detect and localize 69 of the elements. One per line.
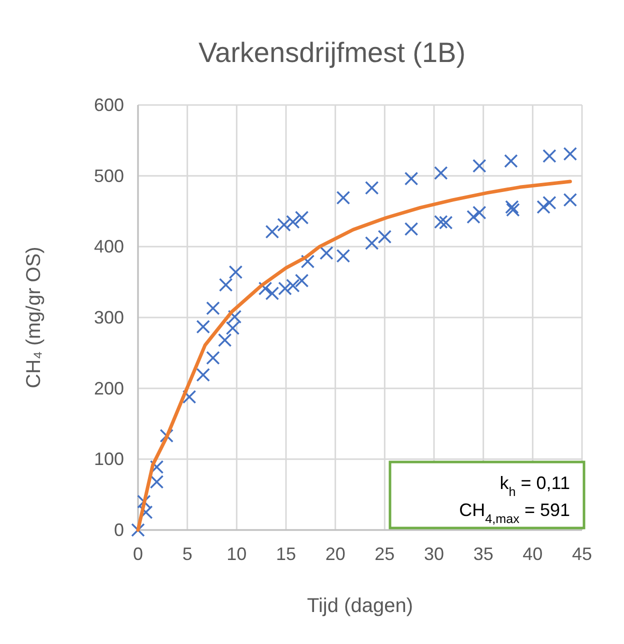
x-tick-label: 15 [276, 544, 296, 564]
point [300, 254, 315, 268]
line-series [136, 180, 572, 532]
point [438, 216, 453, 230]
point [286, 214, 300, 229]
point [472, 159, 486, 173]
y-tick-label: 400 [94, 236, 124, 257]
y-tick-label: 200 [94, 378, 124, 398]
x-tick-label: 25 [374, 544, 395, 564]
point [218, 278, 233, 292]
point [563, 146, 578, 161]
point [182, 390, 196, 404]
point [228, 265, 243, 280]
point [150, 474, 164, 489]
point [196, 320, 210, 334]
y-tick-label: 100 [94, 449, 124, 470]
point [206, 350, 220, 365]
point [226, 321, 240, 336]
x-tick-label: 35 [473, 544, 494, 564]
point [160, 428, 174, 443]
point [506, 202, 520, 217]
x-tick-label: 40 [522, 544, 543, 564]
point [364, 180, 379, 195]
y-tick-label: 0 [114, 520, 124, 540]
x-tick-label: 30 [424, 544, 444, 564]
x-tick-label: 5 [182, 544, 192, 564]
point [466, 210, 480, 224]
point [536, 200, 550, 214]
point [378, 230, 392, 244]
point [542, 149, 556, 163]
point [472, 206, 486, 220]
point [336, 190, 350, 205]
point [228, 310, 242, 324]
y-tick-label: 300 [94, 308, 124, 328]
point [404, 172, 418, 186]
point [131, 523, 145, 537]
point [434, 214, 448, 229]
point [504, 154, 518, 168]
y-axis-title: CH₄ (mg/gr OS) [23, 246, 45, 388]
point [364, 236, 379, 250]
x-axis-title: Tijd (dagen) [307, 595, 413, 617]
annotation: k$_{h}$ = 0,11 [500, 473, 570, 499]
point [265, 224, 280, 239]
point [258, 282, 272, 296]
point [505, 200, 519, 214]
point [320, 246, 334, 260]
point [196, 368, 210, 382]
point [404, 222, 418, 236]
annotation: CH$_{4,max}$ = 591 [459, 500, 570, 526]
point [206, 301, 220, 316]
point [563, 193, 578, 207]
x-tick-label: 10 [226, 544, 247, 564]
point [218, 333, 232, 348]
point [542, 196, 556, 210]
point [294, 274, 309, 288]
point [336, 248, 350, 263]
chart-title: Varkensdrijfmest (1B) [198, 37, 466, 68]
point [278, 282, 292, 296]
point [286, 278, 300, 293]
y-tick-label: 600 [94, 95, 124, 115]
x-tick-label: 0 [132, 544, 144, 564]
y-tick-label: 500 [94, 166, 124, 186]
point [277, 218, 291, 232]
x-tick-label: 20 [325, 544, 346, 564]
x-tick-label: 45 [572, 544, 592, 564]
point [434, 166, 448, 180]
point [265, 286, 280, 300]
point [150, 460, 164, 474]
point [294, 210, 309, 225]
